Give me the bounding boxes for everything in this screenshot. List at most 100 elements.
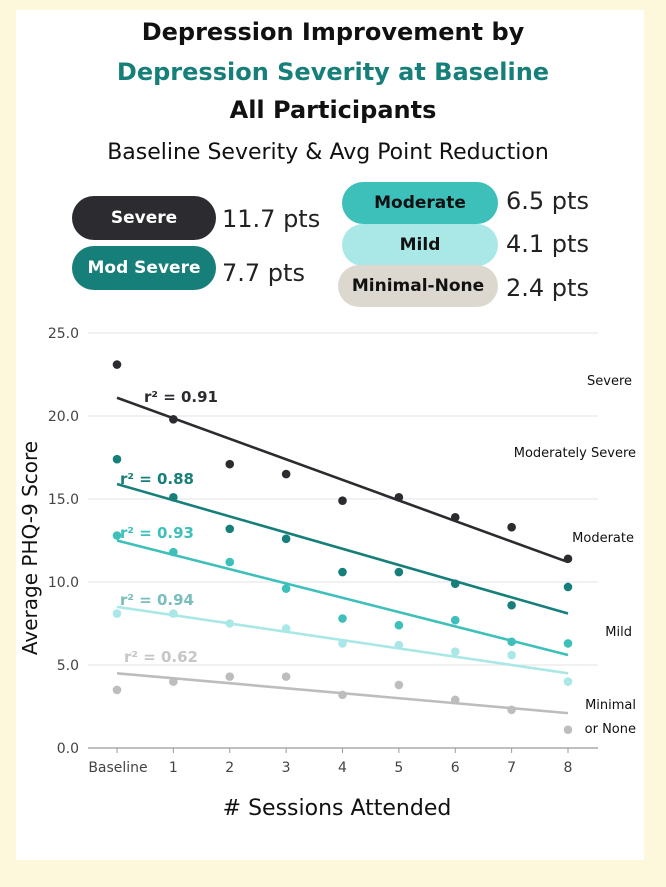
r2-label: r² = 0.88 — [120, 470, 194, 488]
x-tick-label: 4 — [338, 760, 347, 776]
y-tick-label: 5.0 — [57, 658, 79, 674]
data-point — [338, 690, 347, 700]
data-point — [112, 454, 122, 464]
r2-label: r² = 0.62 — [124, 648, 198, 666]
legend-pill-label: Mod Severe — [87, 258, 201, 278]
r2-label: r² = 0.93 — [120, 524, 194, 542]
data-point — [338, 496, 347, 505]
trend-line — [116, 396, 569, 564]
data-point — [394, 680, 404, 690]
series-label: Minimal — [585, 698, 636, 713]
legend-points-moderate: 6.5 pts — [506, 187, 589, 215]
data-point — [450, 695, 460, 705]
data-point — [169, 677, 178, 686]
data-point — [281, 469, 291, 479]
series-label: Mild — [605, 625, 632, 640]
series-moderate: r² = 0.93 Moderate — [112, 524, 634, 657]
data-point — [338, 639, 347, 648]
data-point — [112, 609, 122, 618]
series-label: or None — [585, 722, 636, 737]
y-tick-label: 20.0 — [48, 409, 79, 425]
series: r² = 0.91 Severe r² = 0.88 Moderately Sever… — [112, 360, 636, 737]
chart-panel — [16, 10, 644, 860]
legend-pill-label: Minimal-None — [351, 276, 485, 296]
data-point — [394, 620, 404, 630]
legend-points-mild: 4.1 pts — [506, 230, 589, 258]
x-tick-label: 1 — [169, 760, 178, 776]
x-axis-title: # Sessions Attended — [223, 796, 452, 821]
legend-pill-moderate: Moderate — [342, 182, 498, 224]
trend-line — [116, 482, 569, 615]
data-point — [112, 360, 122, 369]
data-point — [507, 705, 516, 715]
r2-label: r² = 0.94 — [120, 591, 194, 609]
data-point — [563, 639, 573, 648]
data-point — [169, 493, 178, 502]
data-point — [225, 557, 235, 567]
legend-heading: Baseline Severity & Avg Point Reduction — [107, 140, 549, 165]
legend-pill-severe: Severe — [72, 196, 216, 240]
series-label: Severe — [587, 374, 632, 389]
legend-pill-label: Severe — [110, 208, 178, 228]
legend-pill-label: Moderate — [374, 193, 466, 213]
data-point — [394, 567, 404, 577]
y-tick-label: 15.0 — [48, 492, 79, 508]
data-point — [507, 650, 516, 660]
y-tick-label: 10.0 — [48, 575, 79, 591]
data-point — [225, 459, 235, 469]
legend-pill-minimal-none: Minimal-None — [338, 265, 498, 307]
data-point — [281, 534, 291, 544]
series-mild: r² = 0.94 Mild — [112, 591, 632, 686]
data-point — [563, 582, 573, 592]
data-point — [169, 547, 178, 557]
data-point — [450, 512, 460, 522]
x-tick-label: 3 — [282, 760, 291, 776]
x-tick-label: 5 — [394, 760, 403, 776]
data-point — [507, 600, 516, 610]
data-point — [450, 615, 460, 625]
chart-title-line-3: All Participants — [229, 96, 437, 124]
series-label: Moderate — [572, 531, 634, 546]
data-point — [563, 677, 573, 686]
data-point — [563, 725, 573, 735]
data-point — [507, 637, 516, 647]
chart-title-line-2: Depression Severity at Baseline — [116, 58, 550, 86]
data-point — [338, 614, 347, 623]
y-tick-label: 0.0 — [57, 741, 79, 757]
x-tick-label: 2 — [225, 760, 234, 776]
data-point — [281, 624, 291, 633]
series-label: Moderately Severe — [514, 446, 636, 461]
legend-pill-label: Mild — [399, 235, 441, 255]
data-point — [225, 619, 235, 628]
y-tick-label: 25.0 — [48, 326, 79, 342]
data-point — [450, 647, 460, 657]
x-tick-label: 8 — [564, 760, 573, 776]
data-point — [225, 524, 235, 534]
data-point — [338, 567, 347, 577]
chart-title-line-1: Depression Improvement by — [141, 18, 525, 46]
legend-points-mod-severe: 7.7 pts — [222, 259, 305, 287]
legend-points-severe: 11.7 pts — [222, 205, 321, 233]
r2-label: r² = 0.91 — [144, 388, 218, 406]
data-point — [112, 685, 122, 695]
y-axis-title: Average PHQ-9 Score — [18, 441, 42, 655]
series-minimal-or-none: r² = 0.62 Minimal or None — [112, 648, 636, 737]
legend-pill-mod-severe: Mod Severe — [72, 246, 216, 290]
data-point — [507, 522, 516, 532]
data-point — [225, 672, 235, 681]
series-severe: r² = 0.91 Severe — [112, 360, 632, 564]
data-point — [394, 640, 404, 650]
axes: 0.0 5.0 10.0 15.0 20.0 25.0 Baseline 1 2 3 4 5 6 7 8 — [48, 326, 598, 776]
legend-points-minimal-none: 2.4 pts — [506, 274, 589, 302]
x-tick-label: 6 — [451, 760, 460, 776]
data-point — [169, 415, 178, 424]
data-point — [169, 609, 178, 618]
trend-line — [116, 539, 569, 657]
data-point — [450, 579, 460, 588]
x-tick-label: 7 — [507, 760, 516, 776]
data-point — [563, 554, 573, 564]
x-tick-label: Baseline — [88, 760, 147, 776]
data-point — [281, 584, 291, 593]
legend-pill-mild: Mild — [342, 224, 498, 266]
